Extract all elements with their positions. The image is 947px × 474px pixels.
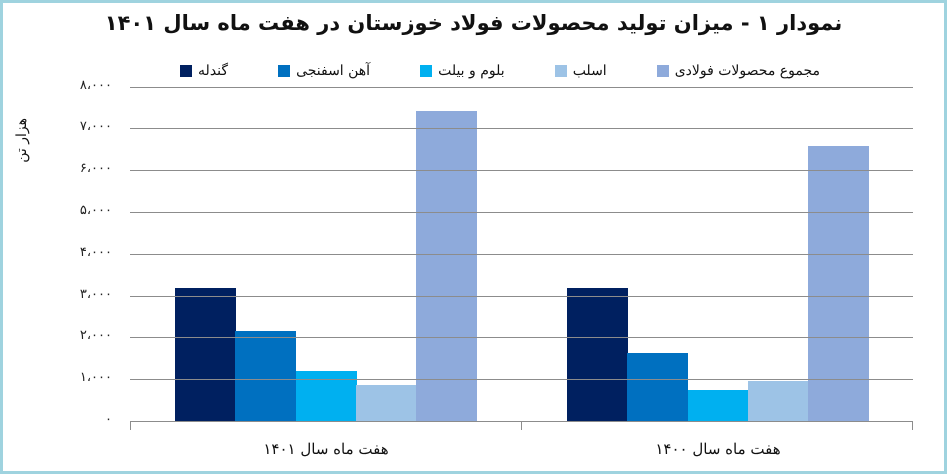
y-tick-label: ۶،۰۰۰ — [79, 161, 112, 176]
legend-label: گندله — [198, 63, 229, 79]
chart-title: نمودار ۱ - میزان تولید محصولات فولاد خوز… — [104, 11, 843, 35]
gridline — [130, 170, 913, 171]
bar — [688, 390, 749, 421]
bar — [175, 288, 236, 421]
gridline — [130, 212, 913, 213]
legend-swatch — [656, 65, 669, 77]
legend-item-total: مجموع محصولات فولادی — [656, 63, 820, 79]
x-axis-tick — [521, 421, 522, 430]
y-tick-label: ۵،۰۰۰ — [79, 203, 112, 218]
bar — [748, 381, 809, 421]
legend-item-bloom-billet: بلوم و بیلت — [420, 63, 505, 79]
legend-swatch — [278, 65, 291, 77]
gridline — [130, 254, 913, 255]
bar — [808, 146, 869, 421]
legend-swatch — [420, 65, 433, 77]
legend-label: اسلب — [572, 63, 607, 79]
legend-label: بلوم و بیلت — [438, 63, 505, 79]
gridline — [130, 296, 913, 297]
legend-item-pellet: گندله — [180, 63, 228, 79]
bar — [235, 331, 296, 421]
legend-item-sponge-iron: آهن اسفنجی — [278, 63, 370, 79]
gridline — [130, 337, 913, 338]
y-tick-label: ۲،۰۰۰ — [79, 328, 112, 343]
y-axis-label: هزار تن — [14, 118, 30, 163]
x-axis-tick — [912, 421, 913, 430]
y-tick-label: ۸،۰۰۰ — [79, 78, 112, 93]
legend-swatch — [180, 65, 193, 77]
gridline — [130, 87, 913, 88]
y-tick-label: ۴،۰۰۰ — [79, 245, 112, 260]
bar — [356, 385, 417, 421]
gridline — [130, 379, 913, 380]
legend-item-slab: اسلب — [554, 63, 607, 79]
legend-swatch — [554, 65, 567, 77]
x-axis-tick — [130, 421, 131, 430]
y-tick-label: ۱،۰۰۰ — [79, 370, 112, 385]
y-tick-label: ۰ — [105, 412, 112, 427]
legend: مجموع محصولات فولادی اسلب بلوم و بیلت آه… — [180, 60, 820, 82]
bar — [627, 353, 688, 421]
legend-label: آهن اسفنجی — [296, 63, 371, 79]
gridline — [130, 128, 913, 129]
y-tick-label: ۳،۰۰۰ — [79, 287, 112, 302]
x-tick-label-1401: هفت ماه سال ۱۴۰۱ — [263, 440, 389, 458]
x-tick-label-1400: هفت ماه سال ۱۴۰۰ — [655, 440, 781, 458]
bar — [416, 111, 477, 421]
bar — [567, 288, 628, 421]
y-tick-label: ۷،۰۰۰ — [79, 119, 112, 134]
legend-label: مجموع محصولات فولادی — [674, 63, 820, 79]
